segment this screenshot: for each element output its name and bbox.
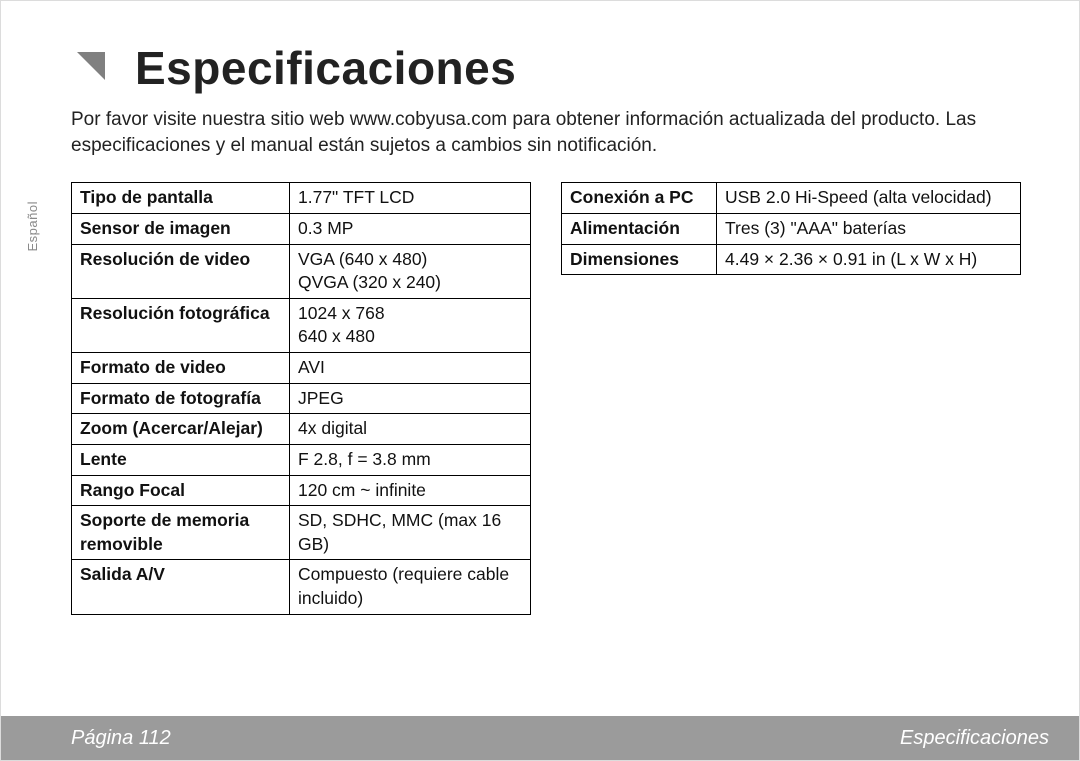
table-row: AlimentaciónTres (3) "AAA" baterías: [562, 213, 1021, 244]
spec-value: VGA (640 x 480)QVGA (320 x 240): [290, 244, 531, 298]
spec-value: Compuesto (requiere cable incluido): [290, 560, 531, 614]
spec-value: 0.3 MP: [290, 213, 531, 244]
intro-paragraph: Por favor visite nuestra sitio web www.c…: [71, 107, 1049, 158]
table-row: Dimensiones4.49 × 2.36 × 0.91 in (L x W …: [562, 244, 1021, 275]
page-content: Especificaciones Por favor visite nuestr…: [71, 41, 1049, 615]
language-side-tab: Español: [25, 201, 40, 251]
manual-page: Español Especificaciones Por favor visit…: [0, 0, 1080, 761]
table-row: Sensor de imagen0.3 MP: [72, 213, 531, 244]
spec-value: 120 cm ~ infinite: [290, 475, 531, 506]
table-row: Zoom (Acercar/Alejar)4x digital: [72, 414, 531, 445]
spec-value: 1024 x 768640 x 480: [290, 298, 531, 352]
spec-label: Soporte de memoria removible: [72, 506, 290, 560]
spec-label: Formato de fotografía: [72, 383, 290, 414]
spec-label: Salida A/V: [72, 560, 290, 614]
spec-value: AVI: [290, 353, 531, 384]
spec-label: Dimensiones: [562, 244, 717, 275]
table-row: Formato de fotografíaJPEG: [72, 383, 531, 414]
spec-table-right: Conexión a PCUSB 2.0 Hi-Speed (alta velo…: [561, 182, 1021, 275]
spec-label: Resolución fotográfica: [72, 298, 290, 352]
spec-label: Tipo de pantalla: [72, 183, 290, 214]
table-row: Soporte de memoria removibleSD, SDHC, MM…: [72, 506, 531, 560]
arrow-down-right-icon: [71, 46, 111, 91]
footer-page-number: Página 112: [71, 727, 171, 750]
spec-label: Resolución de video: [72, 244, 290, 298]
spec-value: Tres (3) "AAA" baterías: [717, 213, 1021, 244]
spec-label: Alimentación: [562, 213, 717, 244]
table-row: Rango Focal120 cm ~ infinite: [72, 475, 531, 506]
table-row: Resolución fotográfica1024 x 768640 x 48…: [72, 298, 531, 352]
spec-value: 4x digital: [290, 414, 531, 445]
spec-label: Conexión a PC: [562, 183, 717, 214]
table-row: Formato de videoAVI: [72, 353, 531, 384]
footer-section-title: Especificaciones: [900, 727, 1049, 750]
spec-value: F 2.8, f = 3.8 mm: [290, 444, 531, 475]
table-row: Tipo de pantalla1.77" TFT LCD: [72, 183, 531, 214]
spec-value: JPEG: [290, 383, 531, 414]
table-row: Conexión a PCUSB 2.0 Hi-Speed (alta velo…: [562, 183, 1021, 214]
spec-value: 1.77" TFT LCD: [290, 183, 531, 214]
spec-value: USB 2.0 Hi-Speed (alta velocidad): [717, 183, 1021, 214]
spec-label: Zoom (Acercar/Alejar): [72, 414, 290, 445]
page-footer: Página 112 Especificaciones: [1, 716, 1079, 760]
spec-label: Formato de video: [72, 353, 290, 384]
spec-value: 4.49 × 2.36 × 0.91 in (L x W x H): [717, 244, 1021, 275]
spec-table-left: Tipo de pantalla1.77" TFT LCDSensor de i…: [71, 182, 531, 614]
spec-tables: Tipo de pantalla1.77" TFT LCDSensor de i…: [71, 182, 1049, 614]
table-row: LenteF 2.8, f = 3.8 mm: [72, 444, 531, 475]
page-heading: Especificaciones: [71, 41, 1049, 95]
spec-label: Sensor de imagen: [72, 213, 290, 244]
table-row: Resolución de videoVGA (640 x 480)QVGA (…: [72, 244, 531, 298]
spec-label: Lente: [72, 444, 290, 475]
spec-value: SD, SDHC, MMC (max 16 GB): [290, 506, 531, 560]
spec-label: Rango Focal: [72, 475, 290, 506]
table-row: Salida A/VCompuesto (requiere cable incl…: [72, 560, 531, 614]
page-title: Especificaciones: [135, 41, 516, 95]
